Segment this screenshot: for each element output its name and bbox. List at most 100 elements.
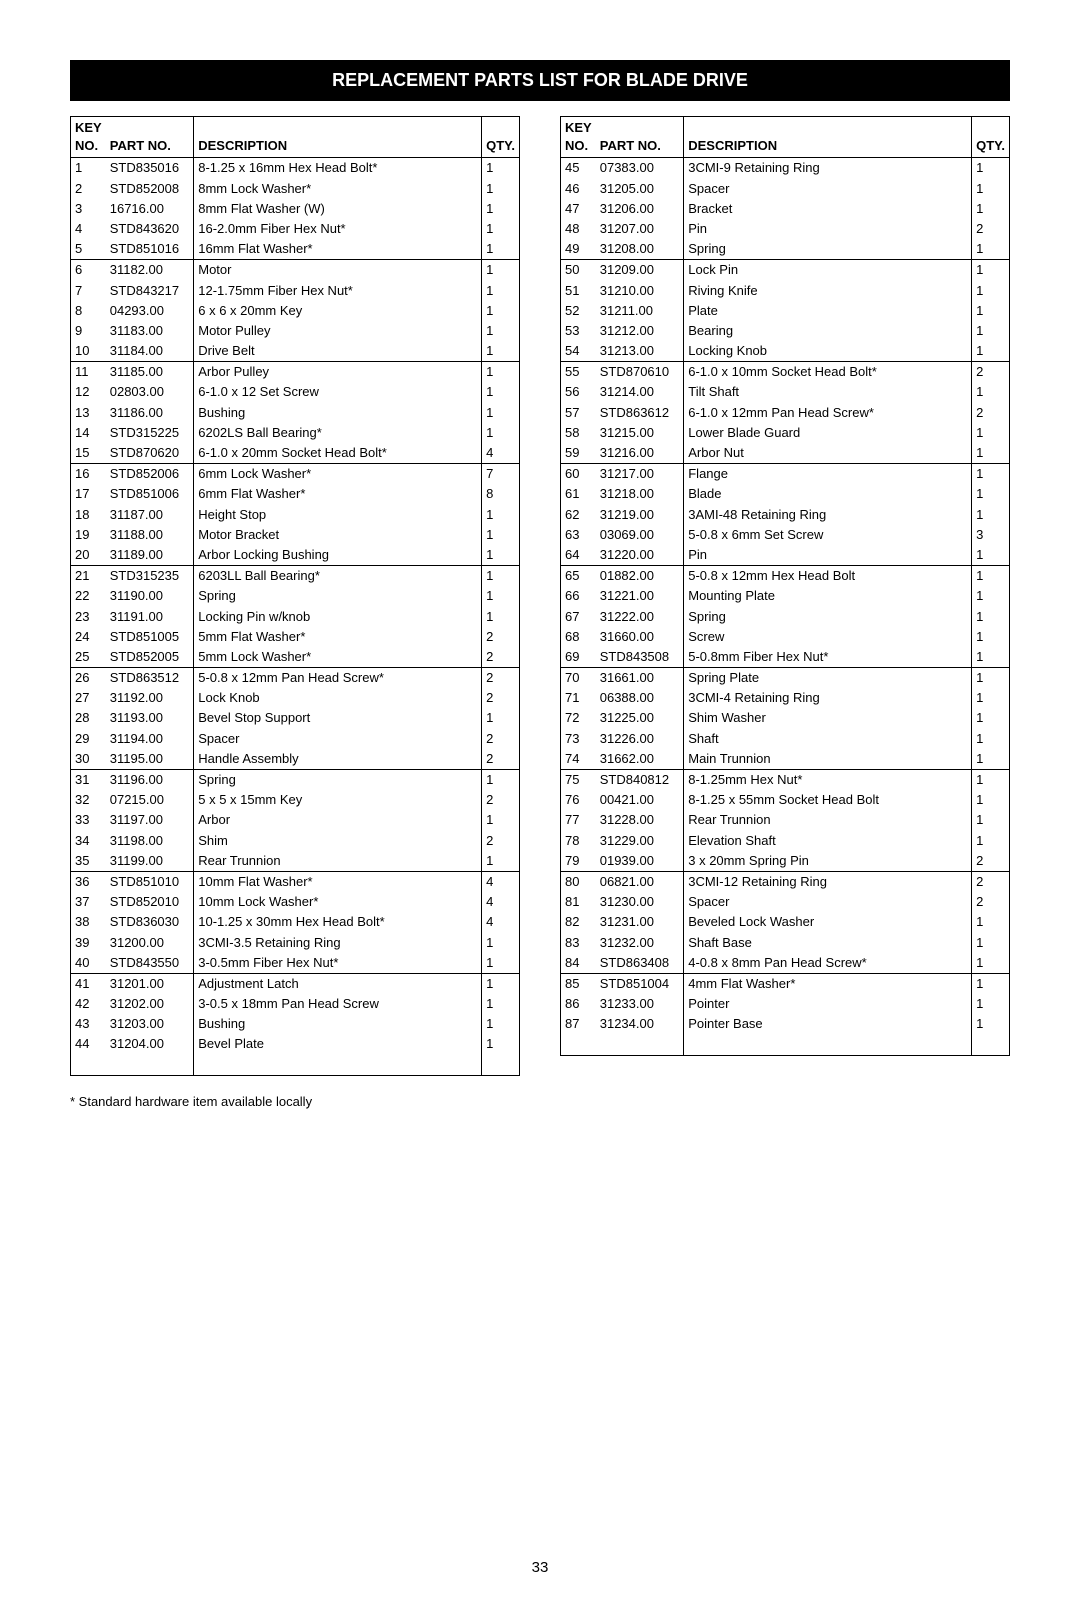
cell-qty: 1 <box>972 239 1010 260</box>
table-row: 3331197.00Arbor1 <box>71 810 520 830</box>
table-row: 7106388.003CMI-4 Retaining Ring1 <box>561 688 1010 708</box>
cell-qty: 1 <box>972 382 1010 402</box>
cell-qty: 1 <box>482 545 520 566</box>
table-row: 69STD8435085-0.8mm Fiber Hex Nut*1 <box>561 647 1010 668</box>
table-row: 7431662.00Main Trunnion1 <box>561 749 1010 770</box>
table-row: 1131185.00Arbor Pulley1 <box>71 362 520 382</box>
cell-part: STD843217 <box>106 281 194 301</box>
cell-desc: 6 x 6 x 20mm Key <box>194 301 482 321</box>
cell-no: 8 <box>71 301 106 321</box>
cell-part: STD851005 <box>106 627 194 647</box>
table-row: 84STD8634084-0.8 x 8mm Pan Head Screw*1 <box>561 953 1010 974</box>
cell-qty: 2 <box>482 749 520 770</box>
cell-qty: 1 <box>482 362 520 382</box>
cell-desc: Shim Washer <box>684 708 972 728</box>
cell-no: 66 <box>561 586 596 606</box>
table-row: 5131210.00Riving Knife1 <box>561 281 1010 301</box>
table-row: 4231202.003-0.5 x 18mm Pan Head Screw1 <box>71 994 520 1014</box>
cell-no: 61 <box>561 484 596 504</box>
cell-qty: 1 <box>972 484 1010 504</box>
cell-qty: 4 <box>482 872 520 892</box>
header-blank3-left <box>482 117 520 138</box>
cell-desc: Motor Bracket <box>194 525 482 545</box>
cell-desc: 6-1.0 x 10mm Socket Head Bolt* <box>684 362 972 382</box>
cell-desc: Shim <box>194 831 482 851</box>
cell-no: 86 <box>561 994 596 1014</box>
cell-no: 64 <box>561 545 596 566</box>
cell-part: STD843620 <box>106 219 194 239</box>
cell-no: 56 <box>561 382 596 402</box>
cell-part: 31218.00 <box>596 484 684 504</box>
table-row: 8231231.00Beveled Lock Washer1 <box>561 912 1010 932</box>
cell-part: 31661.00 <box>596 668 684 688</box>
cell-desc: 5-0.8 x 6mm Set Screw <box>684 525 972 545</box>
cell-no: 81 <box>561 892 596 912</box>
cell-qty: 2 <box>482 729 520 749</box>
table-row: 37STD85201010mm Lock Washer*4 <box>71 892 520 912</box>
cell-no: 65 <box>561 566 596 586</box>
cell-desc: 5mm Flat Washer* <box>194 627 482 647</box>
cell-no: 67 <box>561 607 596 627</box>
cell-part: 31182.00 <box>106 260 194 280</box>
cell-part: 31193.00 <box>106 708 194 728</box>
cell-no: 18 <box>71 505 106 525</box>
cell-part: 31213.00 <box>596 341 684 362</box>
cell-no: 17 <box>71 484 106 504</box>
table-row: 5931216.00Arbor Nut1 <box>561 443 1010 464</box>
table-row: 5STD85101616mm Flat Washer*1 <box>71 239 520 260</box>
cell-part: STD843508 <box>596 647 684 668</box>
cell-desc: Motor <box>194 260 482 280</box>
cell-desc: Spring <box>684 607 972 627</box>
cell-part: 31203.00 <box>106 1014 194 1034</box>
cell-qty: 1 <box>482 770 520 790</box>
left-table: KEY NO. PART NO. DESCRIPTION QTY. 1STD83… <box>70 116 520 1076</box>
cell-part: STD851004 <box>596 974 684 994</box>
cell-no: 28 <box>71 708 106 728</box>
cell-qty: 4 <box>482 892 520 912</box>
cell-no: 30 <box>71 749 106 770</box>
table-row: 4507383.003CMI-9 Retaining Ring1 <box>561 158 1010 179</box>
cell-desc: Beveled Lock Washer <box>684 912 972 932</box>
cell-qty: 1 <box>972 831 1010 851</box>
cell-part: 31200.00 <box>106 933 194 953</box>
cell-desc: 12-1.75mm Fiber Hex Nut* <box>194 281 482 301</box>
table-row: 804293.006 x 6 x 20mm Key1 <box>71 301 520 321</box>
cell-qty: 1 <box>482 239 520 260</box>
cell-desc: Arbor Pulley <box>194 362 482 382</box>
cell-no: 4 <box>71 219 106 239</box>
cell-qty: 1 <box>482 1014 520 1034</box>
cell-qty: 1 <box>972 708 1010 728</box>
cell-no: 10 <box>71 341 106 362</box>
cell-desc: Main Trunnion <box>684 749 972 770</box>
cell-desc: 16-2.0mm Fiber Hex Nut* <box>194 219 482 239</box>
cell-qty: 1 <box>482 423 520 443</box>
table-row: 38STD83603010-1.25 x 30mm Hex Head Bolt*… <box>71 912 520 932</box>
header-blank2-right <box>684 117 972 138</box>
cell-desc: Rear Trunnion <box>194 851 482 872</box>
cell-qty: 1 <box>972 586 1010 606</box>
cell-no: 37 <box>71 892 106 912</box>
table-row: 25STD8520055mm Lock Washer*2 <box>71 647 520 668</box>
cell-no: 14 <box>71 423 106 443</box>
cell-desc: Plate <box>684 301 972 321</box>
cell-qty: 1 <box>482 1034 520 1054</box>
cell-no: 29 <box>71 729 106 749</box>
cell-part: 31215.00 <box>596 423 684 443</box>
cell-desc: Bushing <box>194 403 482 423</box>
cell-part: 31220.00 <box>596 545 684 566</box>
cell-qty: 1 <box>972 974 1010 994</box>
cell-part: 16716.00 <box>106 199 194 219</box>
cell-no: 57 <box>561 403 596 423</box>
cell-no: 85 <box>561 974 596 994</box>
table-row: 2231190.00Spring1 <box>71 586 520 606</box>
cell-part: 31202.00 <box>106 994 194 1014</box>
cell-part: STD851010 <box>106 872 194 892</box>
table-row: 5031209.00Lock Pin1 <box>561 260 1010 280</box>
table-row: 1931188.00Motor Bracket1 <box>71 525 520 545</box>
table-row: 6431220.00Pin1 <box>561 545 1010 566</box>
cell-no: 50 <box>561 260 596 280</box>
table-row: 7831229.00Elevation Shaft1 <box>561 831 1010 851</box>
cell-part: 31232.00 <box>596 933 684 953</box>
cell-qty: 1 <box>482 505 520 525</box>
cell-desc: 6mm Lock Washer* <box>194 464 482 484</box>
